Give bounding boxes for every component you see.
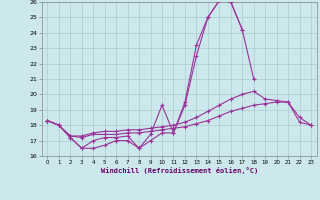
X-axis label: Windchill (Refroidissement éolien,°C): Windchill (Refroidissement éolien,°C) [100,167,258,174]
